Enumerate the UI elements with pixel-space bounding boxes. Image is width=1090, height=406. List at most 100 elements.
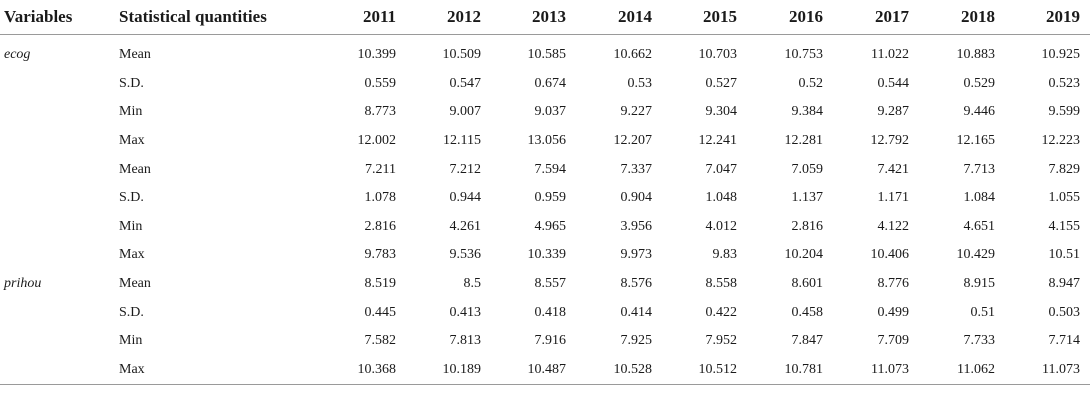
table-row: Mean 7.211 7.212 7.594 7.337 7.047 7.059 7.421 7… (0, 155, 1090, 184)
value-cell: 12.115 (443, 133, 481, 149)
table-row: Max 9.783 9.536 10.339 9.973 9.83 10.204 10.406… (0, 241, 1090, 270)
value-cell: 1.084 (963, 190, 996, 206)
value-cell: 10.429 (956, 247, 996, 263)
value-cell: 8.558 (705, 276, 738, 292)
value-cell: 7.709 (877, 333, 910, 349)
value-cell: 0.503 (1048, 304, 1081, 320)
value-cell: 4.651 (963, 218, 996, 234)
value-cell: 0.458 (791, 304, 824, 320)
value-cell: 1.171 (877, 190, 910, 206)
value-cell: 12.002 (357, 133, 397, 149)
header-year: 2014 (576, 0, 662, 35)
value-cell: 0.544 (877, 75, 910, 91)
value-cell: 1.078 (364, 190, 397, 206)
value-cell: 8.557 (534, 276, 567, 292)
value-cell: 12.281 (784, 133, 824, 149)
value-cell: 4.261 (449, 218, 482, 234)
value-cell: 7.925 (620, 333, 653, 349)
table-row: Min 8.773 9.007 9.037 9.227 9.304 9.384 9.287 9.… (0, 98, 1090, 127)
value-cell: 0.529 (963, 75, 996, 91)
table-row: S.D. 0.445 0.413 0.418 0.414 0.422 0.458 0.499 0… (0, 298, 1090, 327)
table-row: Min 2.816 4.261 4.965 3.956 4.012 2.816 4.122 4.… (0, 213, 1090, 242)
value-cell: 0.674 (534, 75, 567, 91)
value-cell: 0.53 (627, 75, 653, 91)
value-cell: 4.012 (705, 218, 738, 234)
value-cell: 9.287 (877, 104, 910, 120)
value-cell: 9.536 (449, 247, 482, 263)
value-cell: 0.51 (970, 304, 996, 320)
statistic-name-cell: S.D. (119, 190, 144, 206)
value-cell: 10.406 (870, 247, 910, 263)
statistic-name-cell: Max (119, 247, 145, 263)
header-year: 2013 (491, 0, 576, 35)
value-cell: 12.165 (956, 133, 996, 149)
value-cell: 0.414 (620, 304, 653, 320)
header-year: 2011 (321, 0, 406, 35)
value-cell: 11.073 (1005, 355, 1090, 386)
header-row: Variables Statistical quantities 2011 201… (0, 0, 1090, 35)
value-cell: 10.368 (321, 355, 406, 386)
value-cell: 10.487 (491, 355, 576, 386)
value-cell: 0.527 (705, 75, 738, 91)
value-cell: 9.304 (705, 104, 738, 120)
value-cell: 10.781 (747, 355, 833, 386)
variable-name-cell: prihou (4, 276, 42, 292)
value-cell: 4.155 (1048, 218, 1081, 234)
value-cell: 7.813 (449, 333, 482, 349)
value-cell: 0.944 (449, 190, 482, 206)
value-cell: 9.973 (620, 247, 653, 263)
value-cell: 7.582 (364, 333, 397, 349)
value-cell: 0.959 (534, 190, 567, 206)
table-body: ecog Mean 10.399 10.509 10.585 10.662 10.703 10… (0, 35, 1090, 386)
table-row: Min 7.582 7.813 7.916 7.925 7.952 7.847 7.709 7.… (0, 327, 1090, 356)
variable-name-cell (0, 241, 118, 270)
value-cell: 7.421 (877, 161, 910, 177)
table-header: Variables Statistical quantities 2011 201… (0, 0, 1090, 35)
value-cell: 8.5 (463, 276, 482, 292)
statistic-name-cell: S.D. (119, 304, 144, 320)
statistic-name-cell: Max (119, 133, 145, 149)
value-cell: 9.227 (620, 104, 653, 120)
value-cell: 11.022 (871, 47, 909, 63)
value-cell: 12.792 (870, 133, 910, 149)
header-year: 2018 (919, 0, 1005, 35)
value-cell: 10.925 (1041, 47, 1081, 63)
value-cell: 11.062 (919, 355, 1005, 386)
value-cell: 7.047 (705, 161, 738, 177)
statistic-name-cell: Mean (119, 276, 151, 292)
value-cell: 8.915 (963, 276, 996, 292)
statistic-name-cell: Max (118, 355, 321, 386)
value-cell: 9.83 (712, 247, 738, 263)
table-row: S.D. 1.078 0.944 0.959 0.904 1.048 1.137 1.171 1… (0, 184, 1090, 213)
statistic-name-cell: Min (119, 104, 143, 120)
value-cell: 9.783 (364, 247, 397, 263)
header-year: 2019 (1005, 0, 1090, 35)
variable-name-cell (0, 327, 118, 356)
value-cell: 0.418 (534, 304, 567, 320)
value-cell: 8.576 (620, 276, 653, 292)
value-cell: 9.599 (1048, 104, 1081, 120)
header-year: 2015 (662, 0, 747, 35)
value-cell: 10.753 (784, 47, 824, 63)
statistic-name-cell: Min (119, 333, 143, 349)
variable-name-cell (0, 127, 118, 156)
statistic-name-cell: Mean (119, 161, 151, 177)
value-cell: 10.51 (1048, 247, 1081, 263)
value-cell: 3.956 (620, 218, 653, 234)
table-row: S.D. 0.559 0.547 0.674 0.53 0.527 0.52 0.544 0.5… (0, 70, 1090, 99)
table-row: ecog Mean 10.399 10.509 10.585 10.662 10.703 10… (0, 35, 1090, 70)
value-cell: 0.445 (364, 304, 397, 320)
value-cell: 7.829 (1048, 161, 1081, 177)
variable-name-cell (0, 98, 118, 127)
variable-name-cell (0, 184, 118, 213)
value-cell: 10.204 (784, 247, 824, 263)
value-cell: 12.241 (698, 133, 738, 149)
value-cell: 11.073 (833, 355, 919, 386)
value-cell: 0.413 (449, 304, 482, 320)
value-cell: 9.007 (449, 104, 482, 120)
header-statistical-quantities: Statistical quantities (118, 0, 321, 35)
value-cell: 10.883 (956, 47, 996, 63)
value-cell: 0.904 (620, 190, 653, 206)
value-cell: 0.547 (449, 75, 482, 91)
